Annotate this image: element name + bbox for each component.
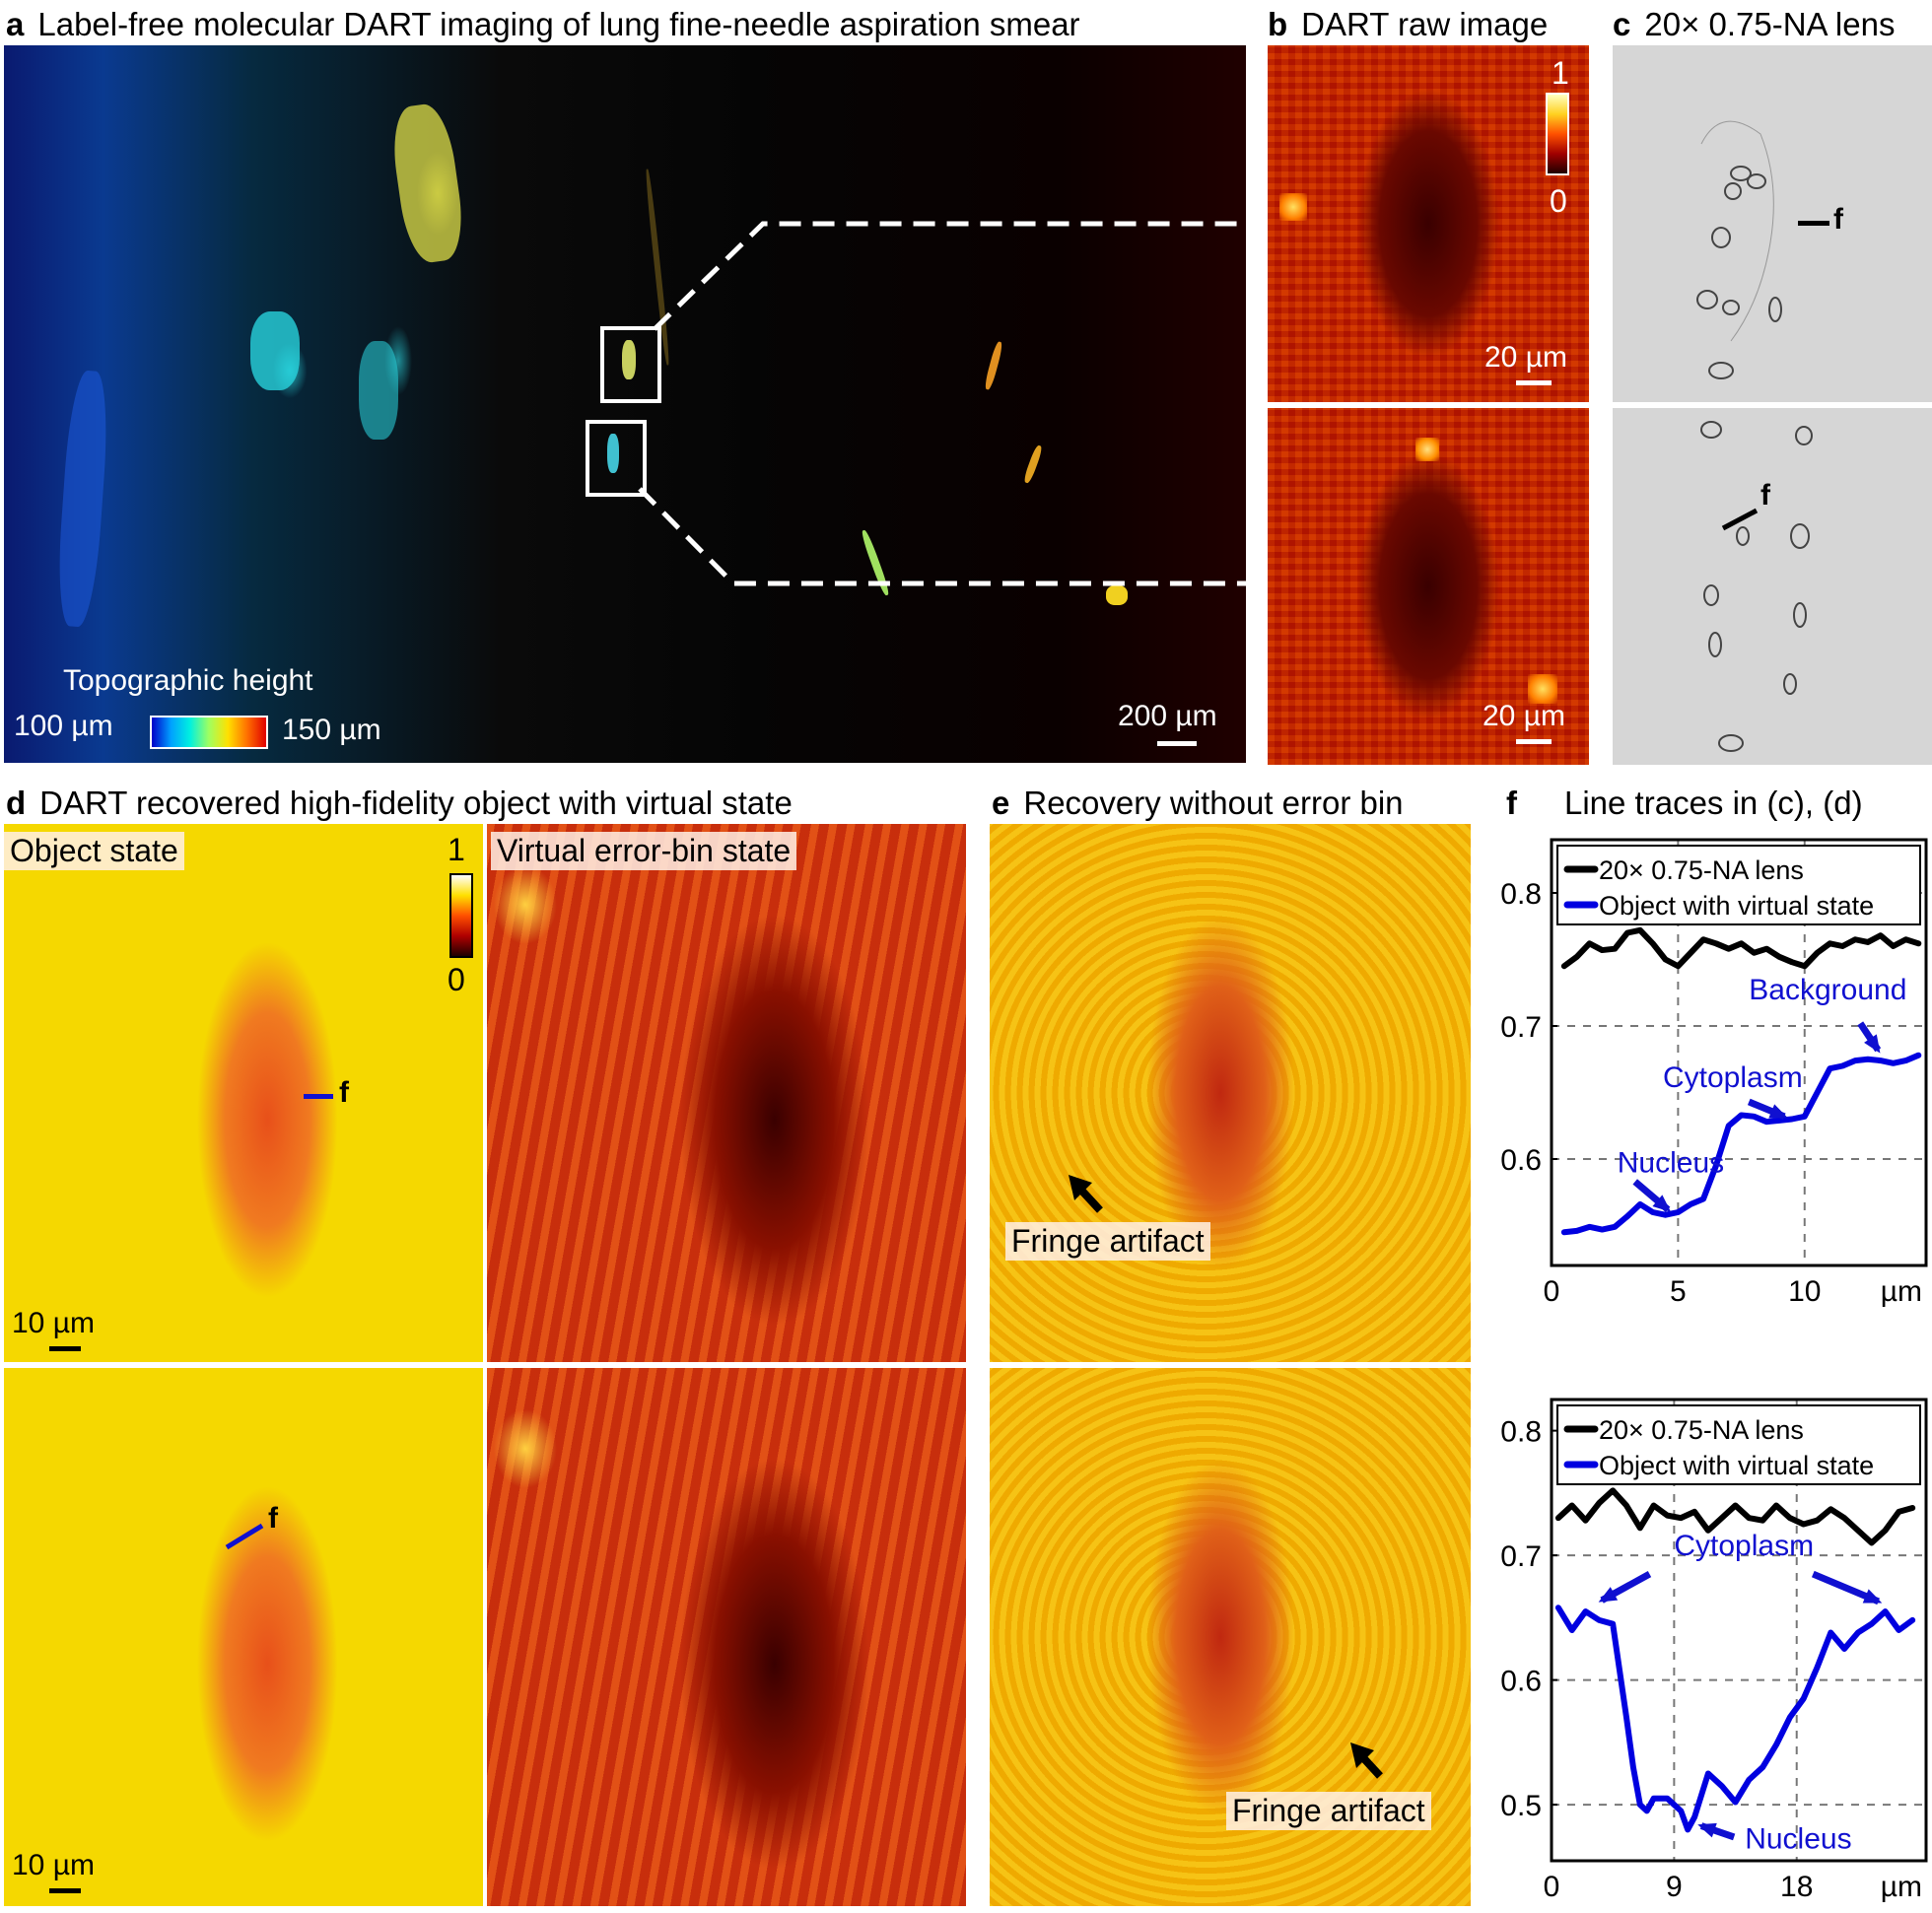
svg-text:18: 18: [1780, 1871, 1813, 1903]
svg-text:0.6: 0.6: [1500, 1666, 1542, 1698]
roi-box-bottom: [586, 420, 647, 497]
panel-d-virtual-state-bottom: [487, 1368, 966, 1906]
fringe-arrow-bottom-icon: [1350, 1742, 1383, 1779]
svg-text:0.8: 0.8: [1500, 1416, 1542, 1449]
panel-a-scalebar-label: 200 µm: [1118, 700, 1217, 732]
trace-line-d-bottom: [225, 1523, 264, 1550]
panel-f-title: f Line traces in (c), (d): [1506, 786, 1863, 819]
panel-b-scalebar-top: [1516, 380, 1552, 385]
panel-e-title: e Recovery without error bin: [992, 786, 1404, 819]
line-trace-chart-bottom: 0.5 0.6 0.7 0.8 0 9 18 µm 20× 0.75-NA lens Object…: [1479, 1380, 1932, 1913]
trace-marker-d-bottom: f: [268, 1502, 278, 1535]
cell-outlines-top: [1696, 120, 1782, 379]
panel-d-scalebar-top: [49, 1346, 81, 1351]
panel-b-title-text: DART raw image: [1301, 6, 1549, 42]
panel-a-title-text: Label-free molecular DART imaging of lun…: [37, 6, 1080, 42]
panel-b-scalebar-bottom: [1516, 739, 1552, 744]
object-colorbar: [449, 873, 473, 958]
panel-c-lens-image-top: f: [1613, 45, 1932, 402]
svg-text:20× 0.75-NA lens: 20× 0.75-NA lens: [1599, 855, 1804, 885]
svg-text:Cytoplasm: Cytoplasm: [1674, 1530, 1814, 1562]
panel-a-topographic-image: Topographic height 100 µm 150 µm 200 µm: [4, 45, 1246, 763]
panel-b-raw-image-bottom: 20 µm: [1268, 408, 1589, 765]
svg-text:Nucleus: Nucleus: [1618, 1147, 1724, 1180]
svg-text:0: 0: [1544, 1275, 1560, 1308]
svg-text:0.7: 0.7: [1500, 1540, 1542, 1573]
panel-d-title-text: DART recovered high-fidelity object with…: [39, 785, 793, 821]
svg-text:10: 10: [1788, 1275, 1821, 1308]
panel-f-title-text: Line traces in (c), (d): [1564, 785, 1863, 821]
raw-colorbar-min: 0: [1550, 183, 1567, 219]
panel-a-title: a Label-free molecular DART imaging of lu…: [6, 8, 1080, 40]
svg-text:Object with virtual state: Object with virtual state: [1599, 1451, 1874, 1480]
panel-d-scalebar-bottom: [49, 1888, 81, 1893]
trace-line-c-top: [1798, 221, 1829, 226]
panel-a-letter: a: [6, 6, 25, 42]
line-trace-chart-top: 0.6 0.7 0.8 0 5 10 µm 20× 0.75-NA lens Object wi…: [1479, 828, 1932, 1326]
trace-line-d-top: [304, 1094, 333, 1099]
svg-text:20× 0.75-NA lens: 20× 0.75-NA lens: [1599, 1415, 1804, 1445]
trace-line-c-bottom: [1721, 508, 1759, 531]
svg-text:0.6: 0.6: [1500, 1144, 1542, 1177]
panel-d-letter: d: [6, 785, 27, 821]
panel-e-letter: e: [992, 785, 1010, 821]
raw-colorbar: [1546, 93, 1569, 175]
raw-colorbar-max: 1: [1552, 55, 1569, 91]
object-colorbar-min: 0: [448, 962, 465, 997]
panel-d-object-state-bottom: f 10 µm: [4, 1368, 483, 1906]
svg-text:0: 0: [1544, 1871, 1560, 1903]
svg-text:0.7: 0.7: [1500, 1011, 1542, 1044]
topographic-colorbar-max: 150 µm: [282, 714, 381, 746]
svg-text:9: 9: [1666, 1871, 1683, 1903]
panel-c-lens-image-bottom: f: [1613, 408, 1932, 765]
svg-text:Object with virtual state: Object with virtual state: [1599, 891, 1874, 921]
panel-b-title: b DART raw image: [1268, 8, 1548, 40]
trace-marker-c-top: f: [1833, 203, 1843, 236]
object-state-label: Object state: [4, 832, 184, 871]
panel-c-title-text: 20× 0.75-NA lens: [1644, 6, 1896, 42]
panel-d-scalebar-label-bottom: 10 µm: [12, 1849, 95, 1881]
panel-d-scalebar-label-top: 10 µm: [12, 1307, 95, 1339]
panel-c-letter: c: [1613, 6, 1631, 42]
panel-e-title-text: Recovery without error bin: [1023, 785, 1404, 821]
trace-marker-d-top: f: [339, 1076, 349, 1109]
panel-d-virtual-state-top: Virtual error-bin state: [487, 824, 966, 1362]
panel-c-title: c 20× 0.75-NA lens: [1613, 8, 1895, 40]
svg-text:5: 5: [1670, 1275, 1687, 1308]
topographic-colorbar-title: Topographic height: [63, 664, 313, 697]
roi-box-top: [600, 326, 661, 403]
panel-d-object-state-top: Object state 1 0 f 10 µm: [4, 824, 483, 1362]
trace-marker-c-bottom: f: [1760, 479, 1770, 512]
fringe-artifact-label-top: Fringe artifact: [1005, 1222, 1210, 1262]
panel-b-letter: b: [1268, 6, 1288, 42]
panel-d-title: d DART recovered high-fidelity object wit…: [6, 786, 793, 819]
panel-b-scalebar-label-bottom: 20 µm: [1483, 700, 1565, 732]
topographic-colorbar-min: 100 µm: [14, 710, 113, 742]
svg-text:µm: µm: [1881, 1275, 1922, 1308]
svg-text:Background: Background: [1749, 974, 1906, 1006]
cell-outlines-bottom: [1700, 421, 1813, 752]
svg-text:0.8: 0.8: [1500, 878, 1542, 911]
panel-b-raw-image-top: 1 0 20 µm: [1268, 45, 1589, 402]
zoom-guide-lines: [638, 221, 1246, 586]
panel-e-recovery-top: Fringe artifact: [990, 824, 1471, 1362]
svg-text:Nucleus: Nucleus: [1745, 1822, 1851, 1855]
panel-f-letter: f: [1506, 785, 1517, 821]
panel-e-recovery-bottom: Fringe artifact: [990, 1368, 1471, 1906]
svg-text:µm: µm: [1881, 1871, 1922, 1903]
panel-a-scalebar: [1157, 741, 1197, 746]
svg-text:Cytoplasm: Cytoplasm: [1663, 1061, 1803, 1094]
svg-text:0.5: 0.5: [1500, 1790, 1542, 1822]
virtual-state-label: Virtual error-bin state: [491, 832, 797, 871]
fringe-artifact-label-bottom: Fringe artifact: [1226, 1792, 1431, 1831]
panel-b-scalebar-label-top: 20 µm: [1484, 341, 1567, 374]
object-colorbar-max: 1: [448, 832, 465, 867]
fringe-arrow-top-icon: [1069, 1175, 1103, 1213]
topographic-colorbar: [150, 716, 268, 749]
